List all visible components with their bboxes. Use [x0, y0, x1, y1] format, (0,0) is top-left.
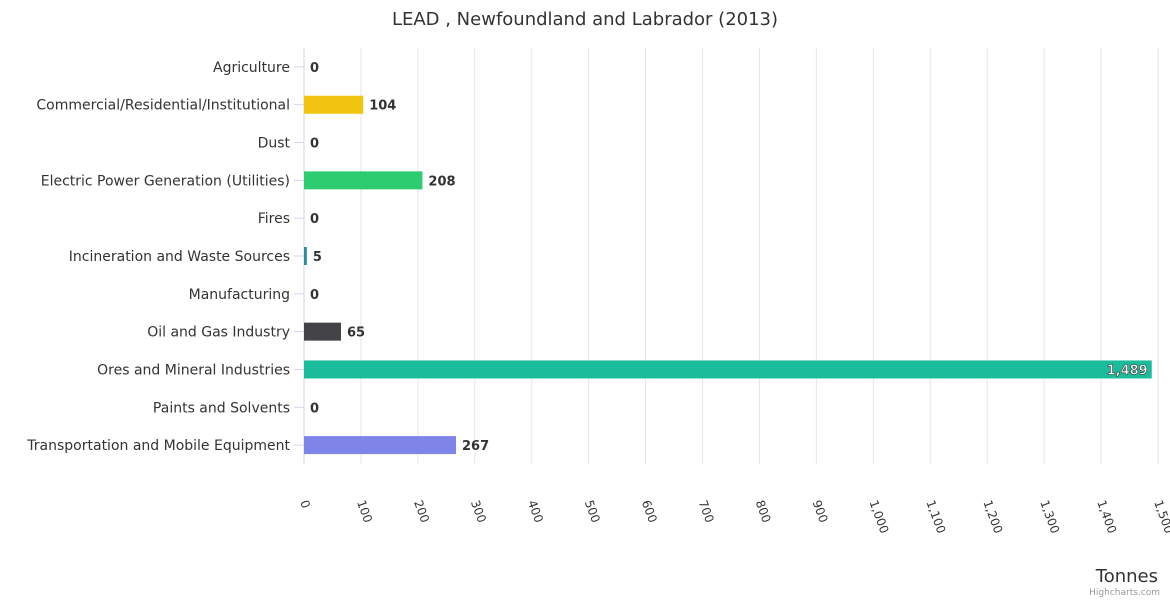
x-tick-label: 800: [753, 498, 774, 524]
bar[interactable]: [304, 95, 364, 114]
bar[interactable]: [304, 360, 1152, 379]
x-tick-label: 600: [639, 498, 660, 524]
category-label: Commercial/Residential/Institutional: [36, 98, 290, 114]
x-tick-label: 300: [468, 498, 489, 524]
x-tick-label: 1,200: [980, 498, 1005, 535]
category-label: Fires: [258, 211, 290, 227]
bar[interactable]: [304, 247, 307, 265]
x-tick-label: 1,400: [1094, 498, 1119, 535]
x-tick-label: 1,100: [923, 498, 948, 535]
x-tick-label: 200: [411, 498, 432, 524]
bar[interactable]: [304, 171, 423, 190]
category-label: Paints and Solvents: [153, 400, 290, 416]
data-label: 267: [462, 439, 489, 454]
data-label: 1,489: [1107, 363, 1148, 378]
x-tick-label: 500: [582, 498, 603, 524]
category-label: Transportation and Mobile Equipment: [26, 438, 290, 454]
highcharts-credits[interactable]: Highcharts.com: [1089, 588, 1160, 598]
x-tick-label: 1,000: [867, 498, 892, 535]
data-label: 104: [369, 99, 396, 114]
x-tick-label: 1,500: [1151, 498, 1170, 535]
data-label: 0: [310, 288, 319, 303]
x-tick-label: 900: [810, 498, 831, 524]
category-label: Electric Power Generation (Utilities): [41, 173, 290, 189]
data-label: 0: [310, 61, 319, 76]
data-label: 0: [310, 212, 319, 227]
bar[interactable]: [304, 322, 342, 341]
x-tick-label: 700: [696, 498, 717, 524]
category-label: Oil and Gas Industry: [147, 325, 290, 341]
category-label: Dust: [258, 136, 291, 152]
x-tick-label: 1,300: [1037, 498, 1062, 535]
x-tick-label: 100: [354, 498, 375, 524]
x-axis-title: Tonnes: [1095, 566, 1158, 587]
chart-title: LEAD , Newfoundland and Labrador (2013): [392, 9, 778, 30]
x-tick-label: 0: [297, 498, 313, 510]
x-tick-label: 400: [525, 498, 546, 524]
data-label: 208: [428, 174, 455, 189]
category-label: Incineration and Waste Sources: [69, 249, 290, 265]
bar[interactable]: [304, 436, 457, 455]
data-label: 65: [347, 326, 365, 341]
category-label: Ores and Mineral Industries: [97, 362, 290, 378]
data-label: 0: [310, 401, 319, 416]
category-label: Agriculture: [213, 60, 290, 76]
data-label: 0: [310, 137, 319, 152]
category-label: Manufacturing: [189, 287, 290, 303]
data-label: 5: [313, 250, 322, 265]
